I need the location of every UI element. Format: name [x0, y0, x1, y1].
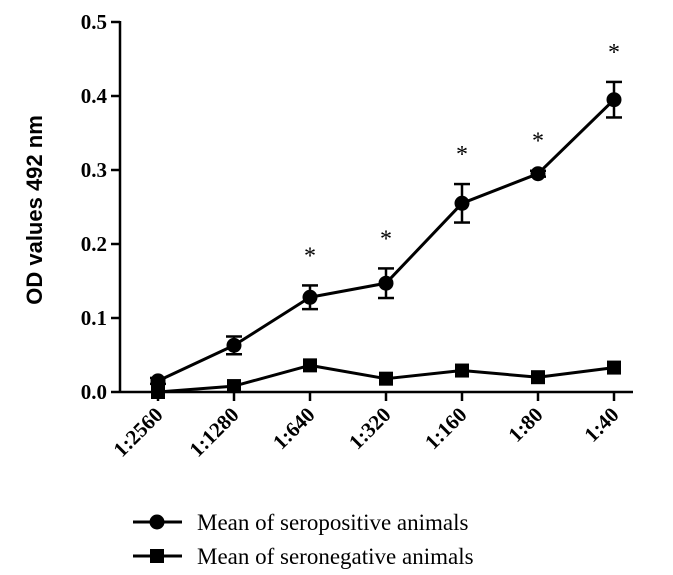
- series-1: [150, 80, 622, 389]
- data-point-square: [531, 370, 545, 385]
- legend-item-1: Mean of seropositive animals: [133, 510, 469, 535]
- data-point-square: [151, 385, 165, 399]
- y-axis-ticks: 0.0 0.1 0.2 0.3 0.4 0.5: [81, 10, 120, 404]
- y-tick-label: 0.2: [81, 232, 107, 256]
- data-point-square: [303, 358, 317, 373]
- x-tick-label: 1:40: [579, 403, 623, 447]
- data-point-circle: [606, 92, 622, 108]
- significance-star: *: [456, 142, 468, 168]
- data-point-circle: [454, 195, 470, 211]
- data-point-circle: [530, 166, 546, 182]
- x-tick-label: 1:2560: [108, 403, 167, 462]
- x-tick-label: 1:160: [420, 403, 472, 455]
- legend-label: Mean of seronegative animals: [197, 544, 474, 569]
- significance-star: *: [380, 226, 392, 252]
- significance-markers: * * * * *: [304, 40, 620, 270]
- y-tick-label: 0.5: [81, 10, 107, 34]
- x-tick-label: 1:80: [503, 403, 547, 447]
- legend-marker-circle: [149, 514, 165, 530]
- x-tick-label: 1:640: [268, 403, 320, 455]
- y-tick-label: 0.3: [81, 158, 107, 182]
- x-axis-ticks: 1:2560 1:1280 1:640 1:320 1:160 1:80 1:40: [108, 392, 624, 462]
- significance-star: *: [304, 243, 316, 269]
- axes: [118, 21, 633, 394]
- legend: Mean of seropositive animals Mean of sero…: [133, 510, 474, 569]
- legend-marker-square: [150, 549, 164, 563]
- data-point-circle: [378, 275, 394, 291]
- data-point-circle: [226, 337, 242, 353]
- y-tick-label: 0.0: [81, 380, 107, 404]
- series-layer: [150, 80, 622, 399]
- significance-star: *: [608, 40, 620, 66]
- legend-label: Mean of seropositive animals: [197, 510, 469, 535]
- data-point-square: [455, 363, 469, 378]
- significance-star: *: [532, 129, 544, 155]
- series-2: [151, 358, 621, 399]
- y-tick-label: 0.1: [81, 306, 107, 330]
- y-axis-label: OD values 492 nm: [22, 115, 47, 305]
- data-point-square: [379, 371, 393, 386]
- data-point-circle: [302, 289, 318, 305]
- data-point-square: [607, 360, 621, 375]
- x-tick-label: 1:320: [344, 403, 396, 455]
- data-point-square: [227, 379, 241, 394]
- x-tick-label: 1:1280: [184, 403, 243, 462]
- y-tick-label: 0.4: [81, 84, 108, 108]
- data-point-circle: [150, 373, 166, 389]
- legend-item-2: Mean of seronegative animals: [133, 544, 474, 569]
